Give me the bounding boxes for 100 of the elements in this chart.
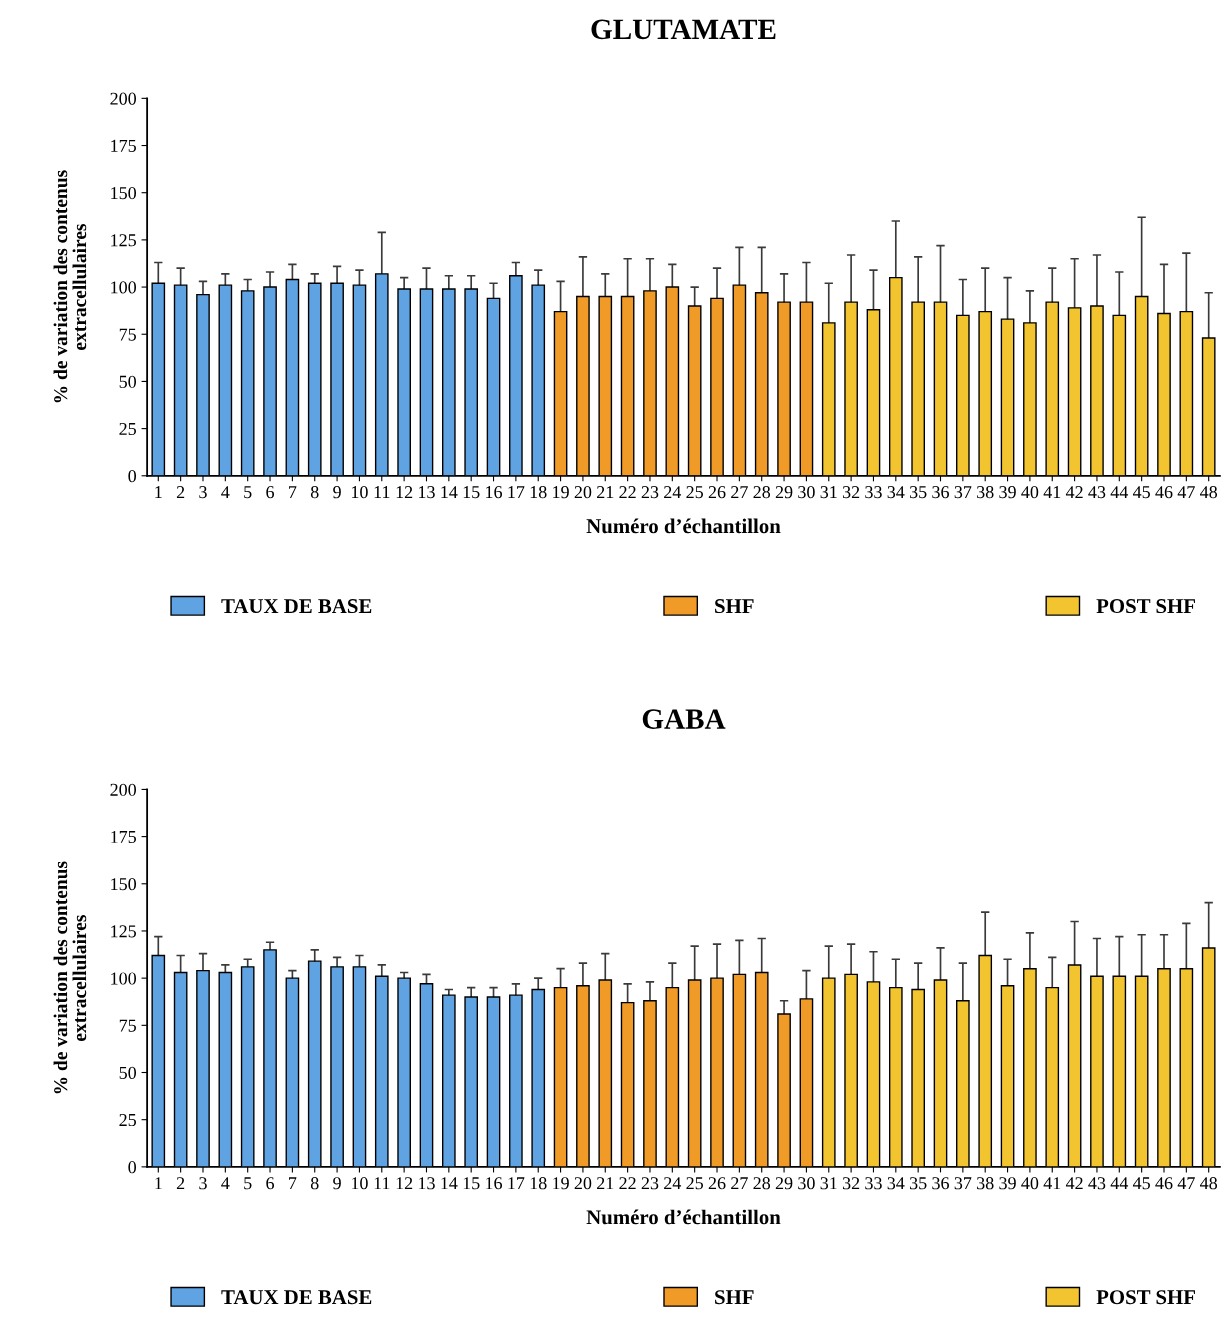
x-tick-label: 13: [419, 486, 435, 499]
x-tick-label: 23: [641, 1177, 659, 1190]
x-tick-label: 27: [731, 1177, 748, 1190]
x-tick-label: 12: [396, 486, 413, 499]
x-tick-label: 28: [753, 1177, 771, 1190]
x-tick-label: 26: [708, 1177, 726, 1190]
y-tick-label: 25: [119, 422, 136, 436]
y-tick-label: 50: [119, 375, 137, 388]
y-tick-label: 175: [111, 830, 136, 844]
legend-label: POST SHF: [1096, 599, 1195, 614]
x-tick-label: 25: [686, 486, 703, 499]
y-axis-title: % de variation des contenus extracellulaires: [53, 861, 87, 1094]
x-tick-label: 2: [176, 486, 185, 499]
x-tick-label: 40: [1021, 486, 1039, 499]
x-tick-label: 45: [1132, 1177, 1150, 1190]
x-tick-label: 22: [619, 486, 636, 499]
y-tick-label: 175: [111, 139, 136, 152]
x-tick-label: 13: [419, 1177, 435, 1190]
x-tick-label: 7: [289, 486, 297, 499]
x-tick-label: 44: [1110, 486, 1129, 499]
x-tick-label: 25: [686, 1177, 703, 1190]
y-tick-label: 100: [111, 972, 137, 985]
x-tick-label: 14: [441, 1177, 458, 1190]
x-tick-label: 24: [664, 1177, 682, 1190]
y-tick-label: 0: [128, 1161, 137, 1174]
chart-title: GLUTAMATE: [591, 19, 776, 40]
y-tick-label: 125: [111, 234, 136, 247]
x-tick-label: 6: [266, 486, 275, 499]
x-tick-label: 34: [887, 1177, 905, 1190]
x-tick-label: 28: [753, 486, 771, 499]
x-tick-label: 1: [155, 1177, 162, 1190]
x-tick-label: 15: [463, 1177, 480, 1190]
x-tick-label: 46: [1155, 486, 1173, 499]
x-tick-label: 8: [310, 1177, 319, 1190]
y-tick-label: 75: [119, 1019, 136, 1032]
x-tick-label: 35: [909, 1177, 927, 1190]
x-tick-label: 48: [1200, 486, 1218, 499]
x-tick-label: 33: [865, 1177, 882, 1190]
x-tick-label: 24: [664, 486, 682, 499]
x-tick-label: 19: [553, 486, 569, 499]
y-tick-label: 200: [110, 783, 137, 796]
x-tick-label: 26: [708, 486, 726, 499]
x-tick-label: 27: [731, 486, 748, 499]
x-tick-label: 21: [597, 486, 614, 499]
x-tick-label: 43: [1088, 1177, 1106, 1190]
x-tick-label: 18: [530, 486, 547, 499]
x-tick-label: 18: [530, 1177, 547, 1190]
x-tick-label: 39: [999, 1177, 1016, 1190]
x-tick-label: 2: [176, 1177, 185, 1190]
x-tick-label: 19: [553, 1177, 569, 1190]
legend-label: TAUX DE BASE: [221, 1290, 372, 1305]
y-tick-label: 75: [119, 328, 136, 341]
x-tick-label: 47: [1177, 486, 1195, 499]
x-tick-label: 12: [396, 1177, 413, 1190]
x-tick-label: 40: [1021, 1177, 1039, 1190]
x-tick-label: 23: [641, 486, 659, 499]
x-tick-label: 4: [221, 486, 230, 499]
legend-label: TAUX DE BASE: [221, 599, 372, 614]
x-tick-label: 4: [221, 1177, 230, 1190]
x-tick-label: 22: [619, 1177, 636, 1190]
x-tick-label: 33: [865, 486, 882, 499]
x-tick-label: 30: [798, 1177, 815, 1190]
x-tick-label: 47: [1177, 1177, 1195, 1190]
x-tick-label: 42: [1065, 1177, 1083, 1190]
x-tick-label: 16: [486, 486, 503, 499]
x-tick-label: 34: [887, 486, 905, 499]
x-tick-label: 6: [266, 1177, 275, 1190]
x-tick-label: 36: [932, 486, 949, 499]
x-tick-label: 15: [463, 486, 480, 499]
x-tick-label: 39: [999, 486, 1016, 499]
x-tick-label: 45: [1132, 486, 1150, 499]
x-tick-label: 31: [820, 486, 837, 499]
x-tick-label: 30: [798, 486, 815, 499]
x-tick-label: 20: [574, 486, 592, 499]
x-tick-label: 16: [486, 1177, 503, 1190]
y-tick-label: 100: [111, 281, 137, 294]
x-tick-label: 38: [977, 1177, 994, 1190]
x-tick-label: 37: [954, 1177, 972, 1190]
x-tick-label: 43: [1088, 486, 1106, 499]
x-tick-label: 38: [977, 486, 994, 499]
x-tick-label: 9: [333, 1177, 341, 1190]
y-tick-label: 150: [111, 878, 137, 891]
x-tick-label: 32: [842, 1177, 860, 1190]
x-tick-label: 8: [310, 486, 319, 499]
legend-label: POST SHF: [1096, 1290, 1195, 1305]
legend-label: SHF: [715, 1290, 754, 1305]
x-tick-label: 3: [199, 486, 207, 499]
x-axis-title: Numéro d’échantillon: [586, 518, 781, 534]
y-tick-label: 125: [111, 925, 136, 938]
x-tick-label: 46: [1155, 1177, 1173, 1190]
x-tick-label: 36: [932, 1177, 949, 1190]
x-tick-label: 32: [842, 486, 860, 499]
x-tick-label: 48: [1200, 1177, 1218, 1190]
x-tick-label: 10: [352, 486, 368, 499]
y-tick-label: 200: [110, 92, 137, 105]
y-tick-label: 25: [119, 1113, 136, 1127]
x-axis-title: Numéro d’échantillon: [586, 1209, 781, 1225]
y-axis-title: % de variation des contenus extracellulaires: [53, 170, 87, 403]
x-tick-label: 11: [374, 1177, 390, 1190]
x-tick-label: 29: [775, 1177, 793, 1190]
